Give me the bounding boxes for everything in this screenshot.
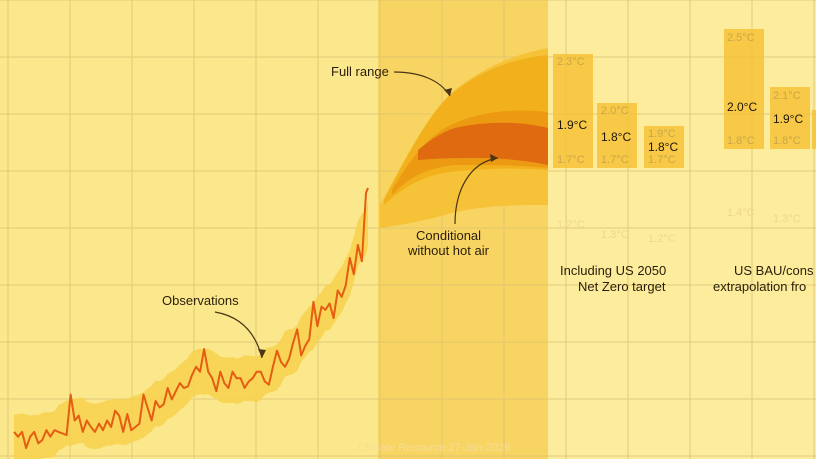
- bar-very-low-label: 1.4°C: [727, 207, 755, 219]
- annotation-conditional-2: without hot air: [407, 243, 490, 258]
- scenario-bar: [597, 103, 637, 168]
- bar-low-label: 1.8°C: [727, 135, 755, 147]
- scenario-bar: [553, 54, 593, 168]
- bar-very-low-label: 1.2°C: [648, 233, 676, 245]
- bar-low-label: 1.7°C: [601, 154, 629, 166]
- annotation-full-range: Full range: [331, 64, 389, 79]
- bar-mid-label: 1.9°C: [773, 112, 803, 126]
- arrow-head-icon: [444, 88, 452, 96]
- bar-low-label: 1.8°C: [773, 135, 801, 147]
- observations-line: [13, 187, 369, 450]
- bar-mid-label: 1.9°C: [557, 118, 587, 132]
- scenario-1-label-2: Net Zero target: [578, 279, 666, 294]
- scenario-1-bars: 2.3°C 1.9°C 1.7°C 1.2°C 2.0°C 1.8°C 1.7°…: [553, 54, 684, 245]
- bar-high-label: 2.5°C: [727, 32, 755, 44]
- arrow-head-icon: [258, 349, 266, 358]
- scenario-bar: [644, 126, 684, 168]
- bar-high-label: 2.1°C: [773, 90, 801, 102]
- bar-low-label: 1.7°C: [648, 154, 676, 166]
- bar-mid-label: 1.8°C: [648, 140, 678, 154]
- bar-high-label: 2.0°C: [601, 105, 629, 117]
- bar-very-low-label: 1.2°C: [557, 219, 585, 231]
- annotation-observations: Observations: [162, 293, 239, 308]
- bar-mid-label: 2.0°C: [727, 100, 757, 114]
- scenario-1-label-1: Including US 2050: [560, 263, 666, 278]
- scenario-bar: [724, 29, 764, 149]
- annotation-arrow-conditional: [454, 157, 499, 225]
- bar-very-low-label: 1.3°C: [773, 213, 801, 225]
- conditional-band: [418, 122, 548, 165]
- bar-high-label: 1.9°C: [648, 128, 676, 140]
- annotation-arrow-observations: [214, 311, 263, 359]
- scenario-2-label-2: extrapolation fro: [713, 279, 806, 294]
- bar-high-label: 2.3°C: [557, 56, 585, 68]
- bar-very-low-label: 1.3°C: [601, 229, 629, 241]
- scenario-bar: [770, 87, 810, 149]
- chart-credit: Climate Resource 27-Jan-2026: [358, 442, 510, 454]
- scenario-2-label-1: US BAU/cons: [734, 263, 814, 278]
- arrow-head-icon: [490, 154, 498, 162]
- bar-mid-label: 1.8°C: [601, 130, 631, 144]
- scenario-bar-clipped: [812, 110, 816, 149]
- annotation-conditional-1: Conditional: [416, 228, 481, 243]
- scenario-2-bars: 2.5°C 2.0°C 1.8°C 1.4°C 2.1°C 1.9°C 1.8°…: [724, 29, 816, 225]
- bar-low-label: 1.7°C: [557, 154, 585, 166]
